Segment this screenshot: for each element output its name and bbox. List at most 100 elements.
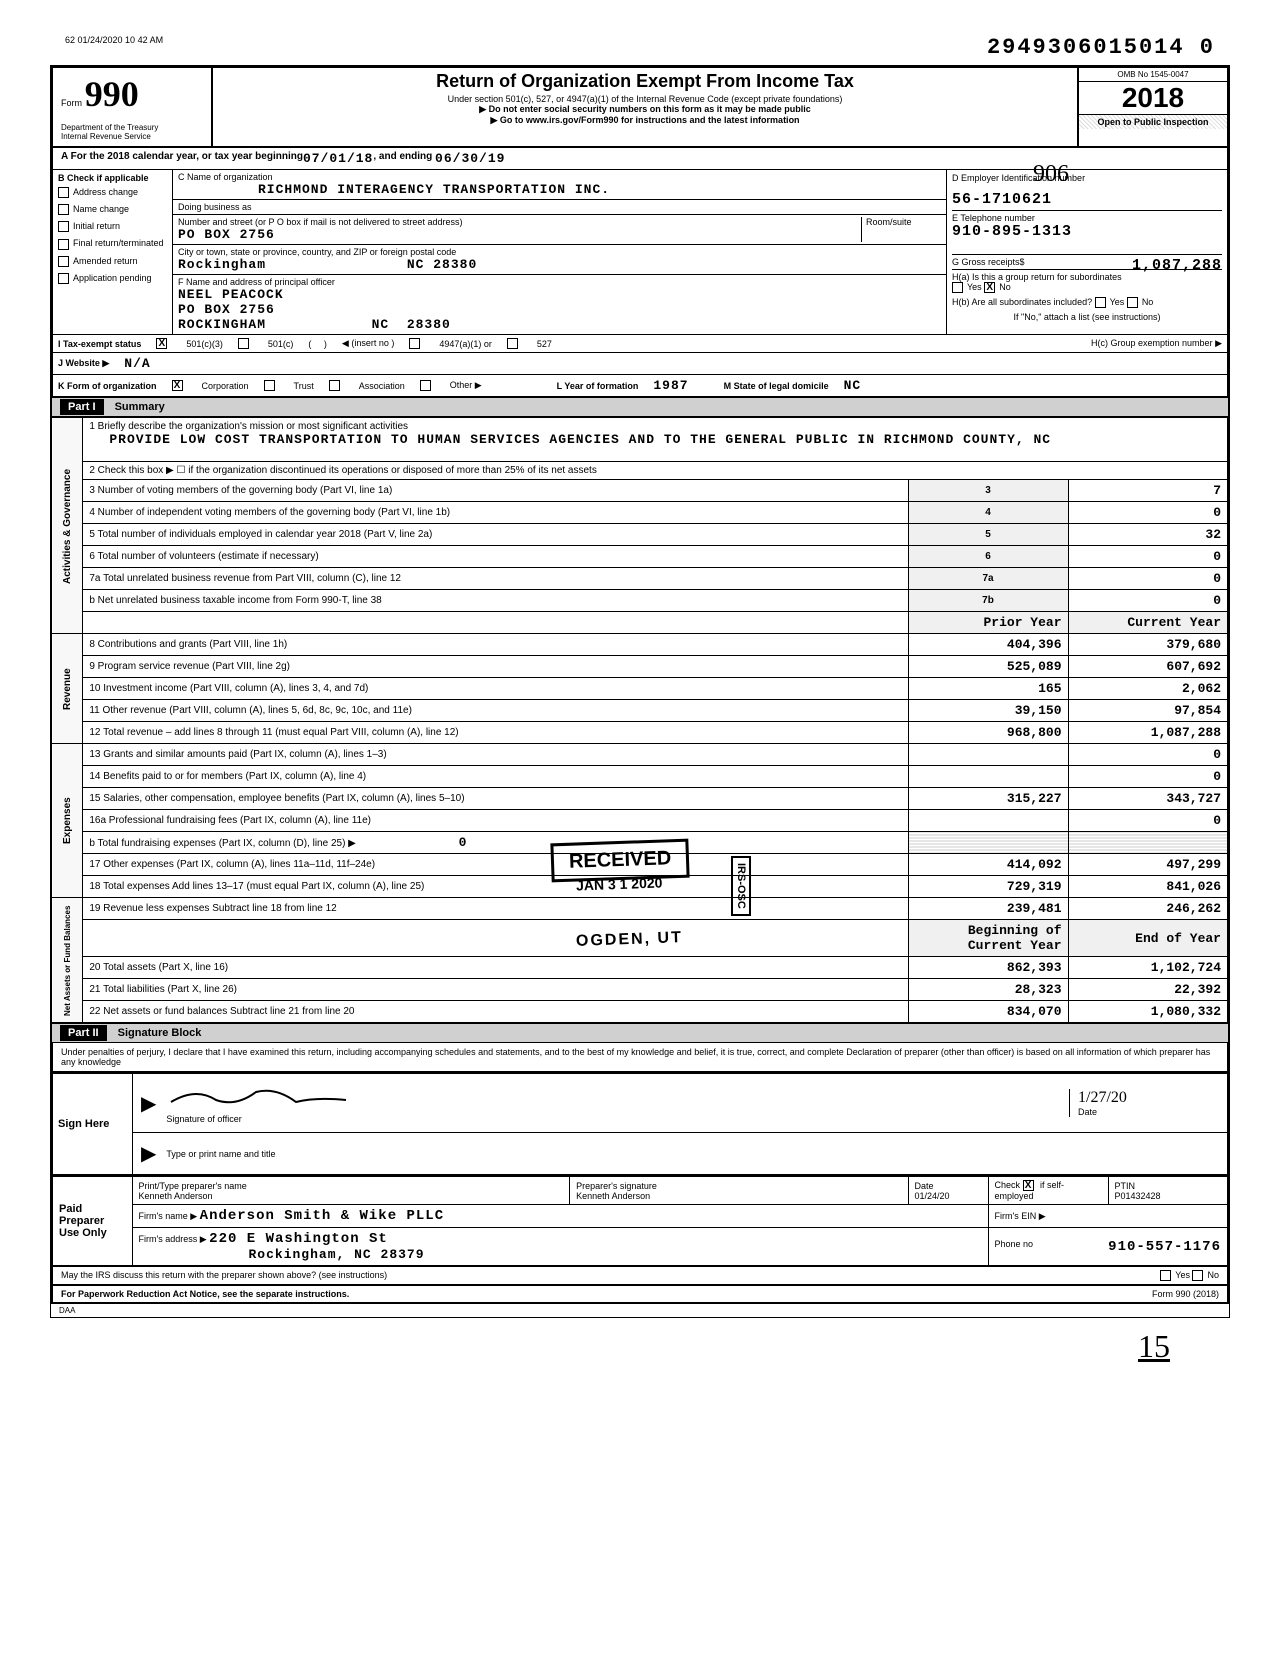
sig-officer-label: Signature of officer (166, 1114, 241, 1124)
gov-section-label: Activities & Governance (52, 418, 83, 634)
firm-addr1: 220 E Washington St (209, 1231, 388, 1247)
room-label: Room/suite (861, 217, 941, 242)
sig-date-value: 1/27/20 (1078, 1089, 1127, 1106)
line-17-curr: 497,299 (1068, 854, 1228, 876)
checkbox-4947[interactable] (409, 338, 420, 349)
checkbox-addr-change[interactable] (58, 187, 69, 198)
stamp-ogden: OGDEN, UT (561, 924, 699, 957)
checkbox-hb-yes[interactable] (1095, 297, 1106, 308)
line-20-prior: 862,393 (908, 957, 1068, 979)
checkbox-other[interactable] (420, 380, 431, 391)
street-label: Number and street (or P O box if mail is… (178, 217, 462, 227)
part-2-title: Signature Block (118, 1027, 202, 1039)
line-10-label: 10 Investment income (Part VIII, column … (82, 678, 908, 700)
ein: 56-1710621 (952, 191, 1222, 208)
line-16b-shaded2 (1068, 832, 1228, 854)
line-5-label: 5 Total number of individuals employed i… (82, 524, 908, 546)
sig-date-label: Date (1078, 1107, 1097, 1117)
penalty-statement: Under penalties of perjury, I declare th… (51, 1043, 1229, 1072)
line-6-val: 0 (1068, 546, 1228, 568)
phone-label: E Telephone number (952, 210, 1222, 223)
officer-label: F Name and address of principal officer (178, 277, 335, 287)
checkbox-discuss-no[interactable] (1192, 1270, 1203, 1281)
checkbox-assoc[interactable] (329, 380, 340, 391)
insert-no: ◀ (insert no ) (342, 338, 394, 349)
prep-date: 01/24/20 (915, 1191, 950, 1201)
preparer-table: Paid Preparer Use Only Print/Type prepar… (51, 1176, 1229, 1266)
formation-year: 1987 (653, 378, 688, 393)
warning-1: ▶ Do not enter social security numbers o… (216, 104, 1074, 115)
line-13-curr: 0 (1068, 744, 1228, 766)
section-c: C Name of organizationRICHMOND INTERAGEN… (173, 170, 947, 334)
checkbox-501c[interactable] (238, 338, 249, 349)
line-22-curr: 1,080,332 (1068, 1001, 1228, 1023)
checkbox-hb-no[interactable] (1127, 297, 1138, 308)
line-1-label: 1 Briefly describe the organization's mi… (82, 418, 1228, 462)
line-12-label: 12 Total revenue – add lines 8 through 1… (82, 722, 908, 744)
k-label: K Form of organization (58, 381, 157, 391)
row-k: K Form of organization Corporation Trust… (51, 375, 1229, 397)
checkbox-self-employed[interactable] (1023, 1180, 1034, 1191)
line-18-curr: 841,026 (1068, 876, 1228, 898)
signature-block: Sign Here ▶ Signature of officer 1/27/20… (51, 1072, 1229, 1176)
form-number-cell: Form 990 Department of the Treasury Inte… (53, 68, 213, 146)
checkbox-initial[interactable] (58, 221, 69, 232)
period-end: 06/30/19 (435, 151, 505, 166)
row-i: I Tax-exempt status 501(c)(3) 501(c) ( )… (51, 335, 1229, 353)
domicile-state: NC (844, 378, 862, 393)
officer-street: PO BOX 2756 (178, 302, 275, 317)
part-1-header: Part I Summary (51, 397, 1229, 417)
line-3-val: 7 (1068, 480, 1228, 502)
discuss-no: No (1207, 1270, 1219, 1280)
prep-sig-label: Preparer's signature (576, 1181, 657, 1191)
line-17-prior: 414,092 (908, 854, 1068, 876)
line-15-label: 15 Salaries, other compensation, employe… (82, 788, 908, 810)
checkbox-amended[interactable] (58, 256, 69, 267)
line-6-num: 6 (908, 546, 1068, 568)
title-cell: Return of Organization Exempt From Incom… (213, 68, 1077, 146)
trust-label: Trust (294, 381, 314, 391)
handwritten-page-num: 15 (50, 1328, 1170, 1365)
checkbox-corp[interactable] (172, 380, 183, 391)
checkbox-ha-yes[interactable] (952, 282, 963, 293)
line-7b-num: 7b (908, 590, 1068, 612)
line-16b-val: 0 (459, 835, 468, 850)
line-4-num: 4 (908, 502, 1068, 524)
line-4-val: 0 (1068, 502, 1228, 524)
line-7b-val: 0 (1068, 590, 1228, 612)
527-label: 527 (537, 339, 552, 349)
street: PO BOX 2756 (178, 227, 275, 242)
firm-addr2: Rockingham, NC 28379 (249, 1247, 425, 1262)
omb-number: OMB No 1545-0047 (1079, 68, 1227, 82)
checkbox-501c3[interactable] (156, 338, 167, 349)
line-4-label: 4 Number of independent voting members o… (82, 502, 908, 524)
timestamp: 62 01/24/2020 10 42 AM (65, 35, 163, 60)
org-name-label: C Name of organization (178, 172, 273, 182)
line-9-prior: 525,089 (908, 656, 1068, 678)
checkbox-pending[interactable] (58, 273, 69, 284)
firm-phone: 910-557-1176 (1108, 1239, 1221, 1255)
line-14-curr: 0 (1068, 766, 1228, 788)
checkbox-trust[interactable] (264, 380, 275, 391)
line-12-curr: 1,087,288 (1068, 722, 1228, 744)
officer-signature (166, 1082, 366, 1112)
ein-label: D Employer Identification number (952, 173, 1222, 183)
firm-phone-label: Phone no (995, 1239, 1034, 1249)
line-10-curr: 2,062 (1068, 678, 1228, 700)
begin-year-header: Beginning of Current Year (908, 920, 1068, 957)
line-9-curr: 607,692 (1068, 656, 1228, 678)
checkbox-final[interactable] (58, 239, 69, 250)
handwritten-906: 906 (1033, 161, 1069, 188)
irs-osc-stamp: IRS-OSC (731, 856, 751, 916)
line-13-prior (908, 744, 1068, 766)
line-16a-curr: 0 (1068, 810, 1228, 832)
prior-year-header: Prior Year (908, 612, 1068, 634)
j-label: J Website ▶ (58, 358, 109, 369)
checkbox-name-change[interactable] (58, 204, 69, 215)
checkbox-527[interactable] (507, 338, 518, 349)
501c3-label: 501(c)(3) (186, 339, 223, 349)
hc-label: H(c) Group exemption number ▶ (1091, 338, 1222, 349)
checkbox-ha-no[interactable] (984, 282, 995, 293)
checkbox-discuss-yes[interactable] (1160, 1270, 1171, 1281)
line-5-num: 5 (908, 524, 1068, 546)
